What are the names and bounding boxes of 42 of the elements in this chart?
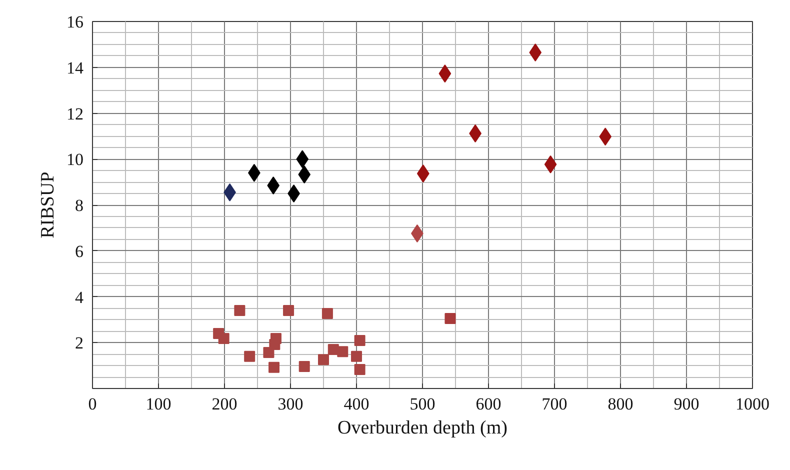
y-tick-label: 2 — [75, 334, 84, 353]
y-tick-label: 4 — [75, 288, 84, 307]
point — [263, 346, 274, 358]
point — [529, 43, 542, 62]
point — [218, 332, 230, 344]
point — [322, 308, 333, 319]
point — [337, 346, 348, 358]
y-tick-label: 10 — [66, 150, 84, 170]
point — [234, 305, 246, 316]
point — [244, 350, 256, 362]
y-tick-label: 6 — [75, 242, 84, 261]
x-tick-label: 900 — [674, 394, 700, 414]
point — [416, 164, 430, 183]
y-tick-label: 16 — [66, 12, 84, 32]
x-tick-label: 400 — [344, 394, 370, 414]
x-tick-label: 100 — [146, 394, 172, 414]
x-tick-label: 600 — [476, 394, 502, 414]
x-tick-label: 500 — [410, 394, 436, 414]
x-tick-label: 0 — [88, 394, 97, 414]
point — [298, 165, 311, 184]
y-tick-label: 8 — [75, 196, 84, 215]
point — [354, 335, 366, 346]
y-tick-label: 14 — [66, 58, 84, 78]
x-tick-label: 200 — [212, 394, 238, 414]
point — [438, 64, 452, 83]
x-axis-title: Overburden depth (m) — [338, 418, 508, 438]
point — [267, 176, 280, 195]
point — [283, 305, 294, 316]
point — [544, 155, 557, 174]
point — [318, 354, 329, 366]
y-tick-label: 12 — [66, 104, 84, 124]
point — [296, 150, 309, 168]
point — [354, 364, 366, 375]
x-tick-label: 1000 — [736, 394, 770, 414]
x-tick-label: 300 — [278, 394, 304, 414]
x-tick-label: 800 — [608, 394, 634, 414]
point — [298, 360, 310, 372]
point — [268, 362, 280, 373]
point — [444, 313, 456, 324]
x-tick-label: 700 — [542, 394, 568, 414]
point — [351, 350, 362, 362]
y-axis-title: RIBSUP — [38, 172, 58, 238]
